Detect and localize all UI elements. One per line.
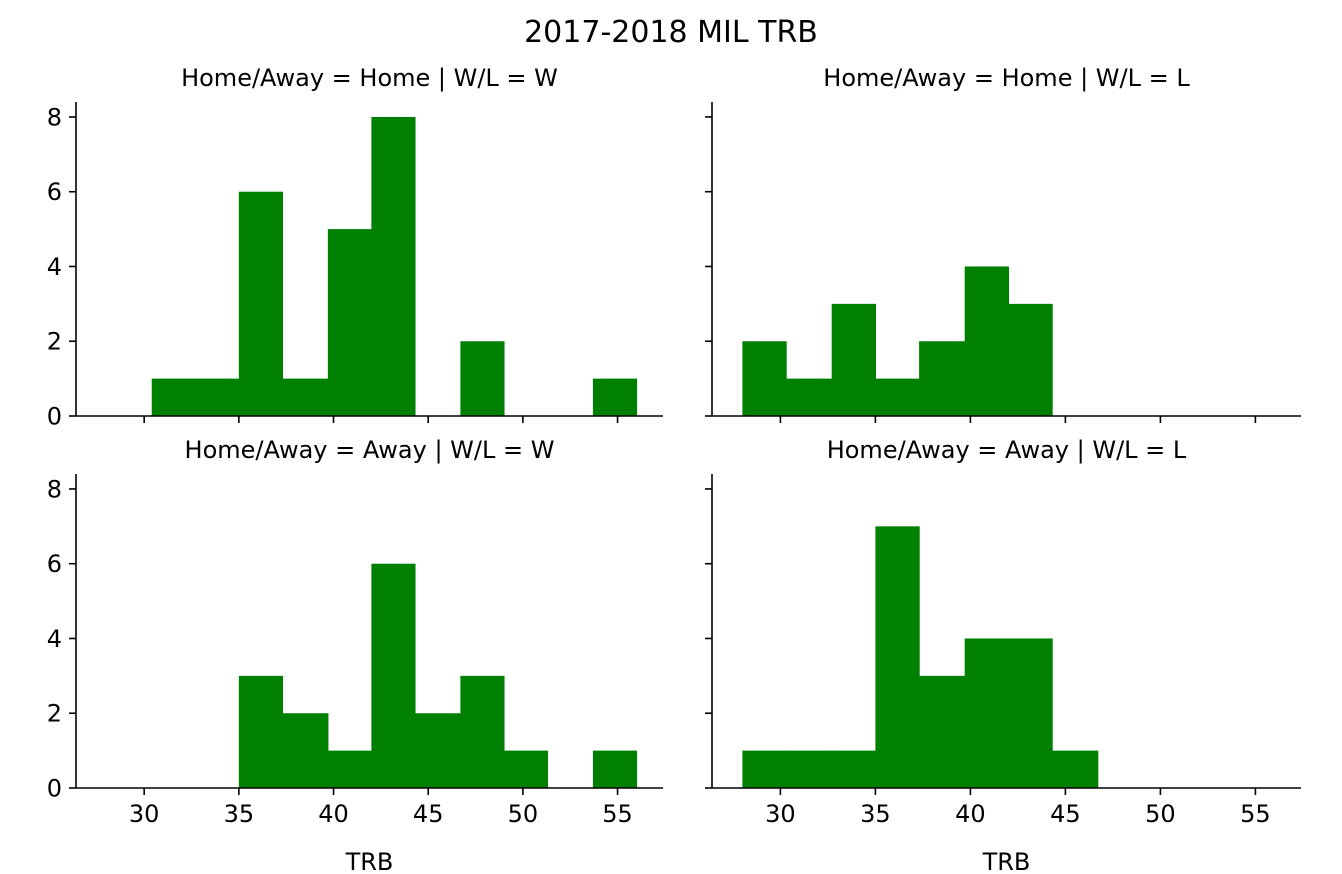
histogram-bar bbox=[964, 638, 1009, 788]
histogram-bar bbox=[1008, 638, 1053, 788]
panel-grid: Home/Away = Home | W/L = W02468Home/Away… bbox=[47, 64, 1301, 874]
histogram-bar bbox=[282, 378, 329, 416]
histogram-bar bbox=[327, 750, 372, 788]
histogram-bar bbox=[371, 116, 416, 416]
histogram-bar bbox=[592, 378, 638, 416]
y-tick-label: 6 bbox=[47, 178, 62, 206]
x-tick-label: 35 bbox=[224, 800, 255, 828]
histogram-bar bbox=[786, 378, 833, 416]
x-tick-label: 55 bbox=[602, 800, 633, 828]
y-tick-label: 0 bbox=[47, 403, 62, 431]
histogram-bar bbox=[371, 563, 416, 788]
histogram-bar bbox=[503, 750, 549, 788]
histogram-bar bbox=[742, 750, 787, 788]
histogram-bar bbox=[1008, 303, 1053, 416]
x-tick-label: 55 bbox=[1240, 800, 1271, 828]
histogram-bar bbox=[964, 266, 1009, 416]
panel-title: Home/Away = Away | W/L = L bbox=[827, 436, 1187, 464]
x-tick-label: 45 bbox=[413, 800, 444, 828]
panel-4: Home/Away = Away | W/L = L 30 35 40 45 50 55 TR… bbox=[705, 436, 1301, 874]
x-tick-label: 50 bbox=[1145, 800, 1176, 828]
histogram-bar bbox=[592, 750, 638, 788]
panel-2: Home/Away = Home | W/L = L bbox=[705, 64, 1301, 423]
x-tick-label: 40 bbox=[318, 800, 349, 828]
histogram-bar bbox=[919, 675, 966, 788]
x-axis-label: TRB bbox=[982, 848, 1031, 874]
histogram-bar bbox=[195, 378, 240, 416]
histogram-bar bbox=[414, 713, 461, 788]
histogram-bar bbox=[238, 675, 283, 788]
histogram-bar bbox=[919, 341, 966, 416]
y-tick-label: 2 bbox=[47, 328, 62, 356]
x-tick-label: 50 bbox=[508, 800, 539, 828]
x-tick-label: 40 bbox=[955, 800, 986, 828]
panel-title: Home/Away = Away | W/L = W bbox=[185, 436, 555, 464]
x-tick-label: 35 bbox=[860, 800, 891, 828]
histogram-bar bbox=[460, 341, 505, 416]
x-tick-label: 45 bbox=[1050, 800, 1081, 828]
histogram-bar bbox=[831, 303, 876, 416]
panel-1: Home/Away = Home | W/L = W 0 2 4 6 8 bbox=[47, 64, 663, 431]
figure-title: 2017-2018 MIL TRB bbox=[524, 15, 818, 50]
histogram-bar bbox=[786, 750, 833, 788]
y-tick-label: 0 bbox=[47, 775, 62, 803]
histogram-bar bbox=[875, 378, 920, 416]
histogram-bar bbox=[742, 341, 787, 416]
y-tick-label: 6 bbox=[47, 550, 62, 578]
y-tick-label: 8 bbox=[47, 103, 62, 131]
x-tick-label: 30 bbox=[765, 800, 796, 828]
histogram-bar bbox=[1052, 750, 1099, 788]
panel-3: Home/Away = Away | W/L = W 0 2 4 6 8 30 35 40 45 5… bbox=[47, 436, 663, 874]
histogram-bar bbox=[327, 229, 372, 416]
histogram-bar bbox=[151, 378, 196, 416]
histogram-bar bbox=[875, 526, 920, 788]
y-tick-label: 2 bbox=[47, 700, 62, 728]
histogram-bar bbox=[282, 713, 329, 788]
y-tick-label: 4 bbox=[47, 625, 62, 653]
histogram-bar bbox=[460, 675, 505, 788]
panel-title: Home/Away = Home | W/L = L bbox=[823, 64, 1190, 92]
histogram-bar bbox=[831, 750, 876, 788]
panel-title: Home/Away = Home | W/L = W bbox=[181, 64, 558, 92]
y-tick-label: 8 bbox=[47, 475, 62, 503]
x-axis-label: TRB bbox=[345, 848, 394, 874]
histogram-bar bbox=[238, 191, 283, 416]
y-tick-label: 4 bbox=[47, 253, 62, 281]
x-tick-label: 30 bbox=[129, 800, 160, 828]
